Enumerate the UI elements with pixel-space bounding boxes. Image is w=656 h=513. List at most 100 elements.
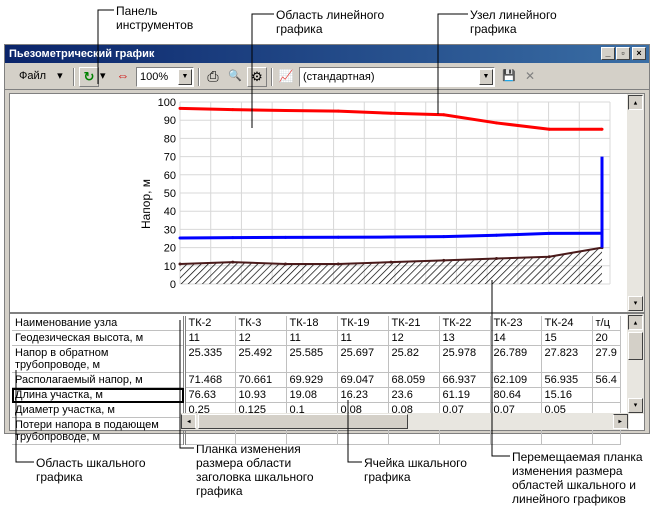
scale-cell[interactable]: 27.9 [592, 345, 621, 373]
scale-cell[interactable]: 20 [592, 330, 621, 346]
scale-cell[interactable]: 15 [541, 330, 593, 346]
row-header[interactable]: Располагаемый напор, м [12, 372, 186, 388]
scale-cell[interactable]: 61.19 [439, 387, 491, 403]
delete-style-button[interactable]: ✕ [521, 67, 539, 87]
chart-vertical-scrollbar[interactable]: ▾ ▾ [627, 94, 644, 312]
minimize-button[interactable]: _ [601, 47, 615, 60]
scale-cell[interactable]: 14 [490, 330, 542, 346]
preview-button[interactable]: 🔍 [225, 67, 245, 87]
scroll-up-icon[interactable]: ▾ [628, 95, 643, 110]
scale-cell[interactable]: 62.109 [490, 372, 542, 388]
series-point[interactable] [547, 127, 551, 131]
series-point[interactable] [178, 106, 182, 110]
scale-cell[interactable]: 56.4 [592, 372, 621, 388]
refresh-button[interactable]: ↻ [79, 67, 99, 87]
scale-cell[interactable]: 11 [286, 330, 338, 346]
scale-cell[interactable]: 56.935 [541, 372, 593, 388]
refresh-dropdown[interactable]: ▾ [100, 70, 106, 82]
series-point[interactable] [389, 111, 393, 115]
grid-scroll-down-icon[interactable]: ▾ [628, 398, 643, 413]
scale-cell[interactable]: 71.468 [184, 372, 236, 388]
series-point[interactable] [336, 262, 340, 266]
scale-cell[interactable]: 76.63 [184, 387, 236, 403]
scale-cell[interactable]: ТК-19 [337, 316, 389, 331]
series-point[interactable] [495, 257, 498, 261]
scale-cell[interactable]: 69.047 [337, 372, 389, 388]
series-point[interactable] [231, 108, 235, 112]
scale-cell[interactable]: ТК-2 [184, 316, 236, 331]
style-select[interactable]: (стандартная) ▼ [299, 67, 495, 87]
scale-cell[interactable]: 66.937 [439, 372, 491, 388]
scale-cell[interactable]: 25.492 [235, 345, 287, 373]
maximize-button[interactable]: ▫ [616, 47, 630, 60]
scale-cell[interactable]: 69.929 [286, 372, 338, 388]
scale-cell[interactable]: 25.697 [337, 345, 389, 373]
zoom-select[interactable]: 100% ▼ [136, 67, 194, 87]
series-point[interactable] [547, 255, 551, 259]
zoom-arrow-icon[interactable]: ▼ [178, 69, 192, 85]
row-header[interactable]: Напор в обратном трубопроводе, м [12, 345, 186, 373]
scale-cell[interactable]: 25.82 [388, 345, 440, 373]
row-header[interactable]: Наименование узла [12, 316, 186, 331]
scale-cell[interactable]: т/ц [592, 316, 621, 331]
series-point[interactable] [442, 258, 446, 262]
scale-cell[interactable]: 26.789 [490, 345, 542, 373]
series-point[interactable] [336, 109, 340, 113]
chart-style-button[interactable]: 📈 [276, 67, 296, 87]
file-menu[interactable]: Файл ▾ [9, 67, 69, 87]
series-point[interactable] [231, 260, 235, 264]
row-header[interactable]: Потери напора в подающем трубопроводе, м [12, 417, 186, 445]
series-point[interactable] [600, 127, 604, 131]
scroll-down-icon[interactable]: ▾ [628, 296, 643, 311]
series-point[interactable] [442, 113, 446, 117]
scale-cell[interactable]: 19.08 [286, 387, 338, 403]
scale-cell[interactable]: 27.823 [541, 345, 593, 373]
scale-cell[interactable]: ТК-24 [541, 316, 593, 331]
scale-cell[interactable]: ТК-18 [286, 316, 338, 331]
row-header[interactable]: Длина участка, м [12, 387, 186, 403]
save-style-button[interactable]: 💾 [499, 67, 519, 87]
series-point[interactable] [389, 235, 393, 239]
series-point[interactable] [495, 121, 498, 125]
line-chart-area[interactable]: 100 90 80 70 60 50 40 30 20 10 0 Напор, м ▾ ▾ [9, 93, 645, 313]
series-point[interactable] [547, 231, 551, 235]
series-point[interactable] [442, 235, 446, 239]
style-arrow-icon[interactable]: ▼ [479, 69, 493, 85]
grid-vscroll-thumb[interactable] [628, 332, 643, 360]
scroll-left-icon[interactable]: ▾ [181, 414, 196, 429]
close-button[interactable]: × [632, 47, 646, 60]
print-button[interactable]: ⎙ [203, 67, 223, 87]
series-point[interactable] [284, 109, 287, 113]
scale-cell[interactable]: 25.978 [439, 345, 491, 373]
scale-cell[interactable]: ТК-23 [490, 316, 542, 331]
scale-cell[interactable]: 10.93 [235, 387, 287, 403]
scale-cell[interactable]: 13 [439, 330, 491, 346]
scale-cell[interactable]: 25.585 [286, 345, 338, 373]
scroll-right-icon[interactable]: ▾ [613, 414, 628, 429]
grid-horizontal-scrollbar[interactable]: ▾ ▾ [180, 413, 629, 430]
scale-cell[interactable]: 11 [184, 330, 236, 346]
series-point[interactable] [284, 262, 287, 266]
scale-chart-area[interactable]: Наименование узла ТК-2 ТК-3 ТК-18 ТК-19 ТК-21… [9, 313, 645, 445]
scale-cell[interactable]: 25.335 [184, 345, 236, 373]
series-point[interactable] [284, 235, 287, 239]
row-header[interactable]: Диаметр участка, м [12, 402, 186, 418]
scale-cell[interactable]: 80.64 [490, 387, 542, 403]
scale-cell[interactable]: 23.6 [388, 387, 440, 403]
grid-scroll-up-icon[interactable]: ▾ [628, 315, 643, 330]
grid-vertical-scrollbar[interactable]: ▾ ▾ [627, 314, 644, 414]
grid-hscroll-thumb[interactable] [198, 414, 408, 429]
scale-cell[interactable]: 12 [235, 330, 287, 346]
scale-cell[interactable]: 70.661 [235, 372, 287, 388]
series-point[interactable] [178, 236, 182, 240]
series-point[interactable] [389, 260, 393, 264]
series-point[interactable] [336, 235, 340, 239]
scale-cell[interactable]: ТК-22 [439, 316, 491, 331]
scale-cell[interactable]: 16.23 [337, 387, 389, 403]
scale-cell[interactable] [592, 387, 621, 403]
scale-cell[interactable]: 68.059 [388, 372, 440, 388]
scale-cell[interactable]: ТК-21 [388, 316, 440, 331]
series-point[interactable] [495, 233, 498, 237]
scale-cell[interactable]: 15.16 [541, 387, 593, 403]
scale-cell[interactable]: ТК-3 [235, 316, 287, 331]
